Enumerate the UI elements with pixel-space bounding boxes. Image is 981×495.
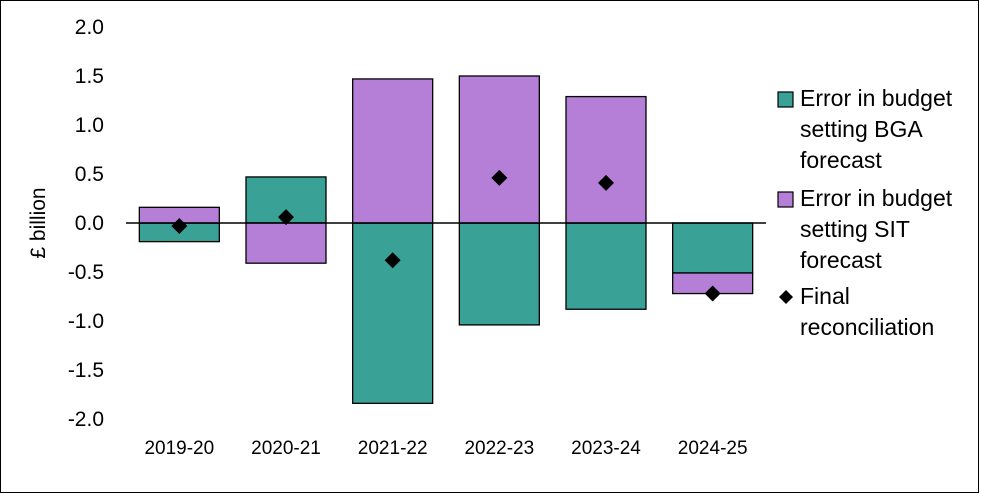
y-tick-labels: 2.0 1.5 1.0 0.5 0.0 -0.5 -1.0 -1.5 -2.0	[68, 16, 104, 431]
bar-sit-2023-24	[565, 95, 647, 224]
y-axis-title-group: £ billion	[27, 187, 50, 258]
bar-bga-2022-23	[458, 222, 540, 326]
legend-swatch	[777, 191, 794, 208]
y-tick-label: 1.5	[75, 65, 104, 88]
marker-final-reconciliation-2022-23	[491, 169, 508, 186]
legend-label: Final	[800, 283, 850, 309]
bar-bga-2021-22	[352, 222, 434, 404]
x-category-label: 2020-21	[251, 438, 321, 459]
marker-final-reconciliation-2023-24	[598, 174, 614, 191]
x-category-label: 2023-24	[571, 438, 641, 459]
legend-label: Error in budget	[800, 185, 953, 211]
bar-sit-2022-23	[458, 75, 540, 224]
marker-final-reconciliation-2020-21	[278, 209, 294, 226]
y-tick-label: 2.0	[75, 16, 104, 39]
legend-item: Error in budget setting BGA forecast	[777, 85, 953, 173]
legend-label: Error in budget	[800, 85, 953, 111]
y-tick-label: -1.5	[68, 359, 104, 382]
x-category-label: 2021-22	[358, 438, 428, 459]
y-tick-label: -2.0	[68, 408, 104, 431]
y-tick-label: 1.0	[75, 114, 104, 137]
legend-diamond-icon	[779, 290, 793, 304]
y-tick-label: 0.5	[75, 163, 104, 186]
bars	[138, 75, 754, 404]
legend-label: forecast	[800, 147, 882, 173]
y-tick-label: -0.5	[68, 261, 104, 284]
marker-final-reconciliation-2024-25	[704, 285, 721, 302]
bar-bga-2023-24	[565, 222, 647, 310]
bar-bga-2024-25	[672, 222, 754, 274]
legend-item: Error in budget setting SIT forecast	[777, 185, 953, 273]
x-category-label: 2024-25	[678, 438, 748, 459]
legend-label: setting BGA	[800, 116, 923, 142]
y-tick-label: -1.0	[68, 310, 104, 333]
bar-sit-2021-22	[352, 78, 434, 224]
x-category-labels: 2019-20 2020-21 2021-22 2022-23 2023-24 2024-…	[144, 438, 747, 459]
y-tick-label: 0.0	[75, 212, 104, 235]
legend-label: forecast	[800, 247, 882, 273]
legend-item: Final reconciliation	[779, 283, 934, 340]
legend-swatch	[777, 91, 794, 108]
marker-final-reconciliation-2019-20	[171, 217, 188, 234]
bar-sit-2020-21	[245, 222, 327, 264]
y-axis-title: £ billion	[27, 187, 50, 258]
legend-label: setting SIT	[800, 216, 910, 242]
x-category-label: 2019-20	[144, 438, 214, 459]
legend-label: reconciliation	[800, 314, 934, 340]
x-category-label: 2022-23	[464, 438, 534, 459]
